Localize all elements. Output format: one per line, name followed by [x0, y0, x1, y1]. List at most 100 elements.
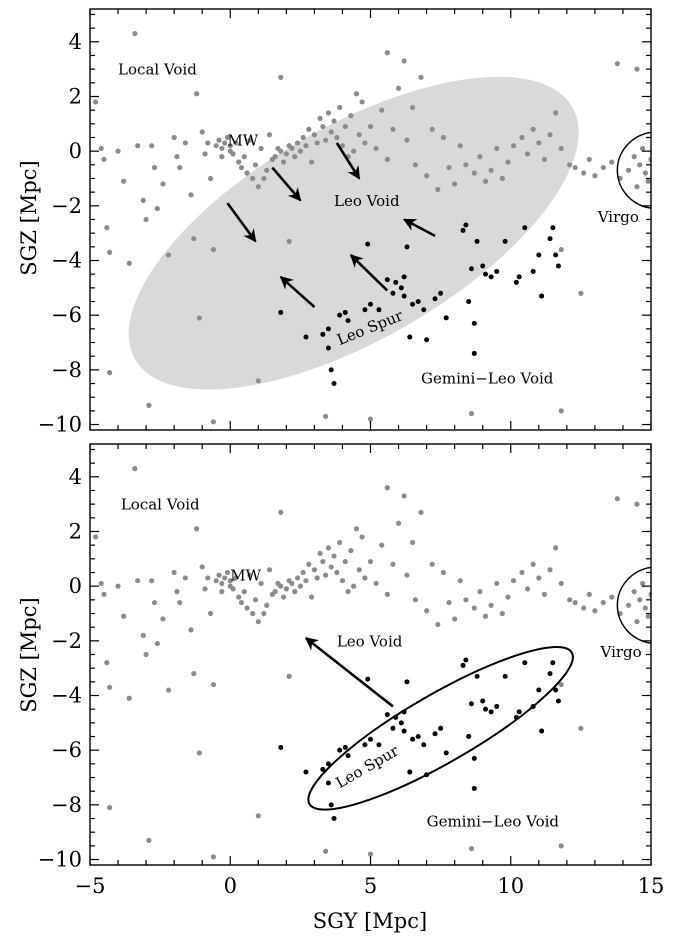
background-galaxy-point	[325, 545, 332, 551]
leo-spur-galaxy-point	[555, 698, 561, 704]
background-galaxy-point	[160, 616, 166, 622]
background-galaxy-point	[126, 695, 132, 701]
background-galaxy-point	[547, 567, 553, 573]
background-galaxy-point	[252, 162, 259, 168]
background-galaxy-point	[390, 126, 396, 132]
background-galaxy-point	[300, 569, 306, 576]
background-galaxy-point	[219, 145, 225, 152]
background-galaxy-point	[174, 589, 180, 595]
background-galaxy-point	[135, 578, 141, 584]
background-galaxy-point	[395, 520, 402, 526]
background-galaxy-point	[572, 599, 578, 606]
background-galaxy-point	[471, 605, 477, 611]
y-tick-label: −8	[51, 793, 82, 817]
x-tick-label: 10	[497, 874, 524, 898]
background-galaxy-point	[177, 164, 183, 171]
background-galaxy-point	[258, 145, 264, 152]
background-galaxy-point	[264, 167, 270, 173]
background-galaxy-point	[236, 159, 242, 165]
leo-spur-galaxy-point	[384, 277, 390, 283]
background-galaxy-point	[524, 586, 531, 592]
background-galaxy-point	[639, 580, 646, 587]
background-galaxy-point	[463, 162, 469, 168]
background-galaxy-point	[280, 159, 287, 165]
background-galaxy-point	[238, 164, 245, 171]
background-galaxy-point	[348, 113, 354, 119]
leo-spur-galaxy-point	[404, 679, 410, 685]
leo-spur-galaxy-point	[443, 750, 449, 756]
background-galaxy-point	[104, 660, 110, 666]
background-galaxy-point	[208, 175, 214, 182]
leo-spur-galaxy-point	[471, 320, 477, 326]
background-galaxy-point	[292, 154, 298, 160]
background-galaxy-point	[230, 151, 236, 157]
leo-spur-galaxy-point	[483, 271, 489, 277]
background-galaxy-point	[174, 154, 180, 160]
background-galaxy-point	[213, 578, 219, 584]
background-galaxy-point	[418, 74, 424, 80]
background-galaxy-point	[634, 619, 640, 625]
background-galaxy-point	[294, 140, 301, 146]
background-galaxy-point	[238, 599, 245, 606]
background-galaxy-point	[625, 167, 632, 173]
background-galaxy-point	[373, 580, 379, 587]
annotation-label: Local Void	[121, 496, 200, 514]
annotation-label: MW	[227, 132, 258, 150]
y-tick-label: −4	[51, 249, 82, 273]
background-galaxy-point	[140, 632, 146, 638]
background-galaxy-point	[115, 583, 121, 589]
leo-spur-galaxy-point	[480, 698, 486, 704]
leo-spur-galaxy-point	[424, 337, 430, 343]
background-galaxy-point	[143, 651, 149, 658]
leo-spur-galaxy-point	[401, 728, 407, 734]
bottom-panel: Local Void MW Leo Void Virgo Leo Spur Gemini−…	[38, 443, 664, 898]
background-galaxy-point	[446, 164, 452, 171]
background-galaxy-point	[255, 378, 261, 384]
x-tick-label: −5	[75, 874, 106, 898]
background-galaxy-point	[230, 586, 236, 592]
background-galaxy-point	[634, 184, 640, 190]
background-galaxy-point	[135, 143, 141, 149]
background-galaxy-point	[325, 110, 332, 116]
background-galaxy-point	[202, 586, 208, 592]
background-galaxy-point	[252, 597, 259, 603]
background-galaxy-point	[266, 132, 273, 138]
leo-spur-galaxy-point	[539, 728, 545, 734]
background-galaxy-point	[250, 175, 256, 182]
background-galaxy-point	[182, 575, 188, 581]
leo-spur-galaxy-point	[471, 755, 477, 761]
leo-spur-galaxy-point	[460, 662, 466, 668]
leo-spur-galaxy-point	[460, 227, 466, 233]
background-galaxy-point	[303, 143, 309, 149]
leo-spur-galaxy-point	[466, 299, 472, 305]
leo-spur-galaxy-point	[365, 241, 371, 247]
background-galaxy-point	[93, 534, 99, 540]
background-galaxy-point	[317, 115, 323, 121]
leo-spur-galaxy-point	[337, 312, 343, 318]
background-galaxy-point	[488, 167, 494, 173]
leo-spur-galaxy-point	[539, 293, 545, 299]
leo-spur-galaxy-point	[471, 350, 477, 356]
background-galaxy-point	[519, 134, 525, 141]
y-tick-label: 0	[69, 139, 82, 163]
background-galaxy-point	[303, 578, 309, 584]
leo-spur-galaxy-point	[550, 225, 556, 231]
leo-spur-galaxy-point	[410, 736, 416, 742]
background-galaxy-point	[572, 164, 578, 171]
leo-spur-galaxy-point	[415, 734, 421, 740]
background-galaxy-point	[98, 145, 104, 152]
leo-spur-galaxy-point	[320, 766, 326, 772]
background-galaxy-point	[278, 509, 284, 515]
background-galaxy-point	[261, 610, 267, 617]
y-tick-label: −8	[51, 358, 82, 382]
background-galaxy-point	[558, 145, 564, 152]
leo-spur-galaxy-point	[443, 315, 449, 321]
background-galaxy-point	[202, 151, 208, 157]
background-galaxy-point	[216, 137, 222, 143]
leo-spur-galaxy-point	[303, 769, 309, 775]
leo-spur-galaxy-point	[466, 734, 472, 740]
leo-spur-galaxy-point	[390, 290, 396, 296]
leo-spur-galaxy-point	[365, 676, 371, 682]
background-galaxy-point	[165, 252, 172, 258]
background-galaxy-point	[132, 31, 138, 37]
